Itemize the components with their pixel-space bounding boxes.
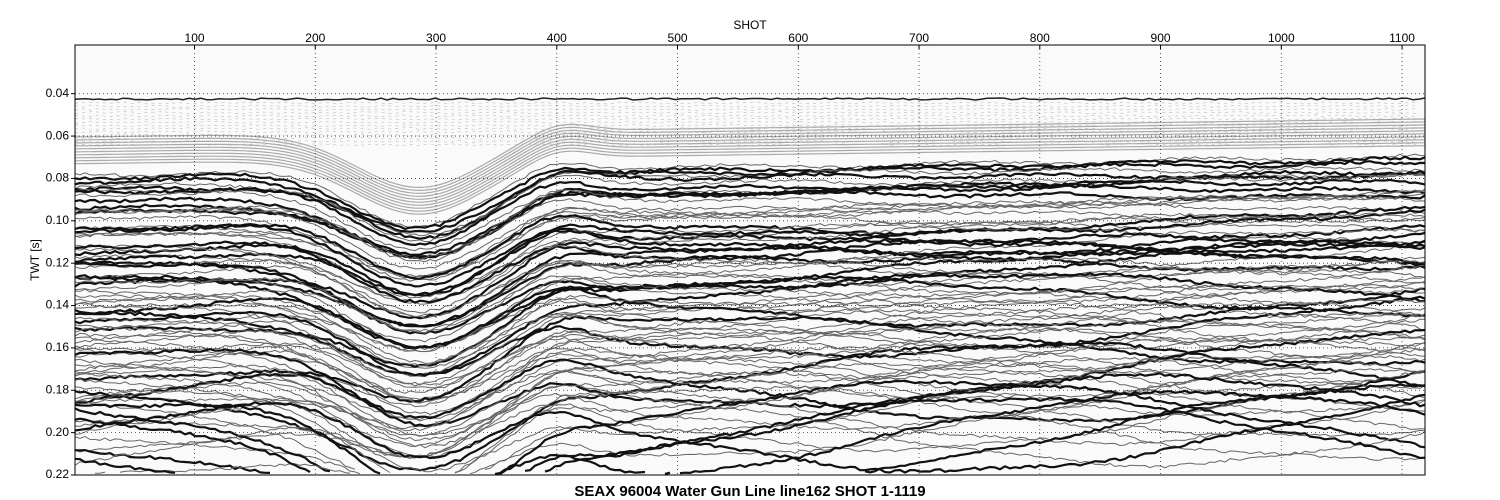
reflector bbox=[74, 101, 1420, 105]
y-tick-label: 0.16 bbox=[46, 340, 70, 354]
x-tick-label: 100 bbox=[185, 31, 205, 45]
reflector bbox=[74, 97, 1426, 101]
reflector bbox=[74, 104, 1420, 108]
reflector bbox=[74, 353, 1426, 473]
reflector bbox=[74, 118, 1426, 189]
reflector bbox=[74, 130, 1420, 134]
reflector bbox=[75, 133, 1420, 137]
x-tick-label: 300 bbox=[426, 31, 446, 45]
reflector bbox=[74, 295, 1426, 377]
reflector bbox=[75, 145, 1426, 215]
reflector bbox=[74, 205, 1426, 281]
reflector bbox=[74, 223, 1426, 297]
y-tick-label: 0.06 bbox=[46, 128, 70, 142]
reflector bbox=[74, 314, 1426, 386]
x-tick-label: 400 bbox=[547, 31, 567, 45]
reflector bbox=[74, 393, 1426, 474]
reflector bbox=[74, 371, 1426, 453]
reflector bbox=[74, 136, 1420, 140]
reflector bbox=[74, 133, 1426, 203]
seismic-texture bbox=[74, 97, 1426, 476]
x-tick-label: 200 bbox=[305, 31, 325, 45]
reflector bbox=[74, 319, 1426, 442]
y-tick-label: 0.04 bbox=[46, 86, 70, 100]
y-tick-label: 0.14 bbox=[46, 298, 70, 312]
reflector bbox=[74, 121, 1425, 192]
reflector bbox=[74, 383, 1426, 476]
x-tick-label: 1000 bbox=[1268, 31, 1295, 45]
reflector bbox=[75, 189, 1426, 261]
reflector bbox=[74, 130, 1425, 200]
x-tick-label: 800 bbox=[1030, 31, 1050, 45]
reflector bbox=[75, 188, 1426, 263]
reflector bbox=[74, 299, 1426, 403]
reflector bbox=[74, 286, 1426, 349]
reflector bbox=[74, 284, 1426, 387]
reflector bbox=[74, 127, 1420, 130]
reflector bbox=[74, 367, 1426, 459]
reflector bbox=[74, 142, 1425, 212]
reflector bbox=[74, 108, 1420, 111]
reflector bbox=[74, 327, 1426, 448]
x-tick-label: 500 bbox=[668, 31, 688, 45]
y-axis-label: TWT [s] bbox=[28, 239, 42, 281]
y-tick-label: 0.18 bbox=[46, 382, 70, 396]
reflector bbox=[74, 205, 1426, 288]
plot-frame bbox=[74, 44, 1426, 476]
x-tick-label: 700 bbox=[909, 31, 929, 45]
reflector bbox=[74, 127, 1426, 197]
y-tick-label: 0.10 bbox=[46, 213, 70, 227]
x-tick-label: 600 bbox=[788, 31, 808, 45]
reflector bbox=[74, 155, 1426, 231]
reflector bbox=[74, 384, 1426, 469]
reflector bbox=[74, 244, 1426, 314]
y-tick-label: 0.22 bbox=[46, 467, 70, 481]
reflector bbox=[74, 170, 1426, 247]
reflector bbox=[74, 117, 1420, 121]
x-axis-label: SHOT bbox=[733, 18, 767, 32]
reflector bbox=[74, 272, 1426, 377]
reflector bbox=[74, 228, 1425, 318]
reflector bbox=[74, 187, 1426, 259]
grid bbox=[75, 45, 1425, 476]
reflector bbox=[74, 140, 1420, 143]
reflector bbox=[74, 139, 1426, 209]
reflector bbox=[74, 229, 1426, 297]
reflector bbox=[74, 389, 1426, 475]
reflector bbox=[74, 259, 1426, 351]
chart-title: SEAX 96004 Water Gun Line line162 SHOT 1… bbox=[574, 483, 925, 500]
reflector bbox=[75, 124, 1426, 194]
reflector bbox=[74, 379, 1426, 475]
reflector bbox=[74, 200, 1426, 282]
reflector bbox=[74, 114, 1420, 118]
reflector bbox=[75, 260, 1426, 343]
y-tick-label: 0.08 bbox=[46, 171, 70, 185]
reflector bbox=[74, 120, 1420, 124]
reflector bbox=[74, 111, 1420, 114]
reflector bbox=[74, 124, 1420, 127]
reflector bbox=[75, 136, 1426, 206]
reflector bbox=[74, 173, 1426, 252]
reflector bbox=[74, 153, 1426, 228]
x-tick-label: 1100 bbox=[1389, 31, 1415, 45]
reflector bbox=[74, 275, 1426, 368]
reflector bbox=[74, 336, 1426, 458]
y-tick-label: 0.12 bbox=[46, 255, 70, 269]
y-tick-label: 0.20 bbox=[46, 425, 70, 439]
reflector bbox=[74, 396, 1426, 474]
reflector bbox=[74, 315, 1426, 403]
reflector bbox=[74, 159, 1426, 233]
x-tick-label: 900 bbox=[1151, 31, 1171, 45]
